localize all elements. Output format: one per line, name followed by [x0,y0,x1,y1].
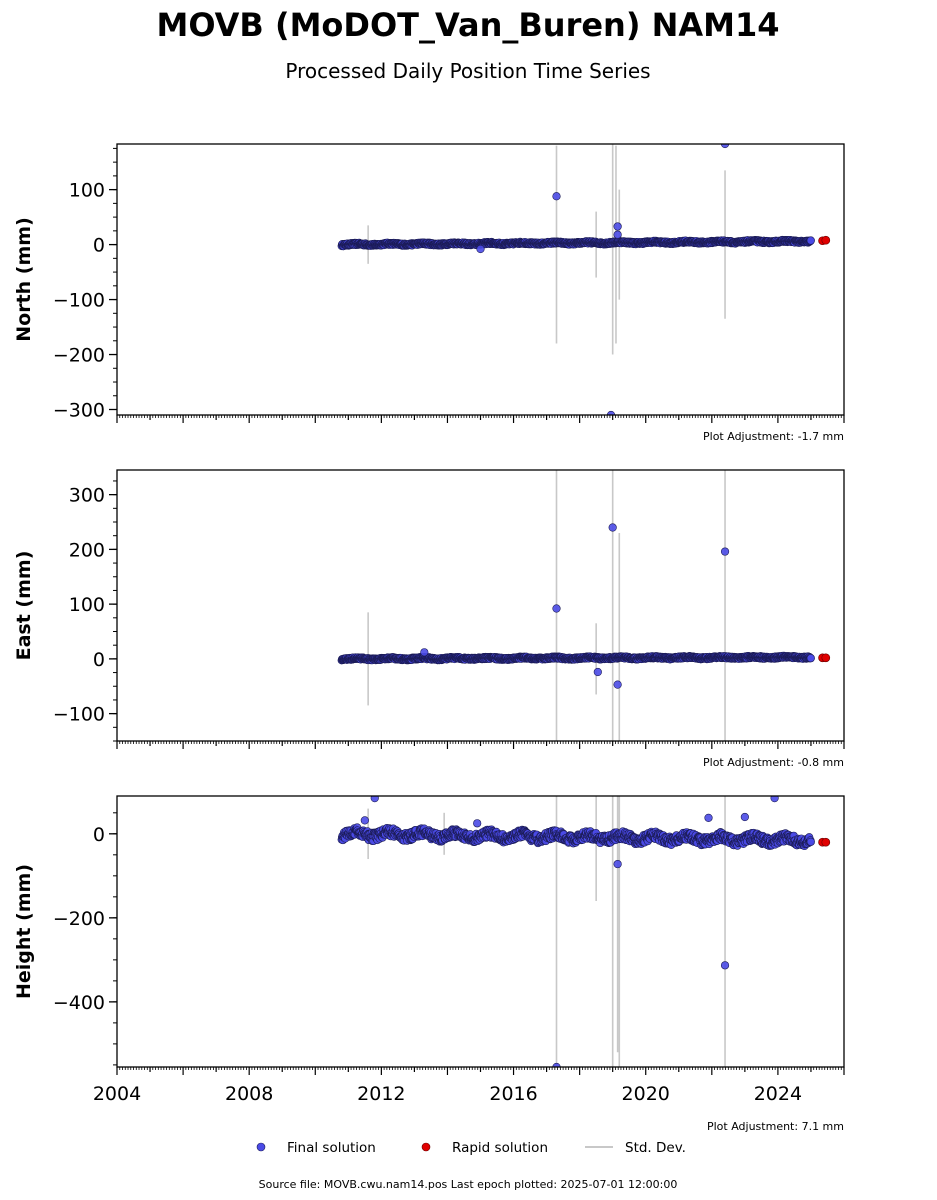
final-solution-outlier [476,244,485,254]
x-tick-label: 2016 [489,1083,537,1105]
y-tick-label: −100 [53,290,105,312]
x-tick-label: 2012 [357,1083,405,1105]
legend-final-marker [256,1142,266,1152]
plot-frame [116,469,845,742]
final-solution-outlier [613,230,622,239]
rapid-solution-point [821,837,831,847]
y-tick-label: −200 [53,345,105,367]
rapid-solution-point [821,235,831,245]
final-solution-outlier [704,813,713,822]
rapid-solution-point [821,653,831,663]
plot-area [337,796,831,1067]
y-tick-label: 300 [69,485,105,507]
figure-subtitle: Processed Daily Position Time Series [285,59,650,83]
final-solution-outlier [720,144,730,149]
y-tick-label: 100 [69,594,105,616]
plot-adjustment-note: Plot Adjustment: -1.7 mm [703,430,844,443]
x-tick-label: 2008 [225,1083,273,1105]
panel-1: −100 0 100 200 300 East (mm) Plot Adjustment: … [13,469,845,769]
final-solution-outlier [608,523,617,532]
final-solution-point [806,654,815,663]
y-tick-label: 0 [93,824,105,846]
legend-rapid-label: Rapid solution [452,1140,548,1156]
final-solution-outlier [613,222,622,231]
y-tick-label: 0 [93,235,105,257]
x-tick-label: 2004 [93,1083,141,1105]
y-tick-label: 0 [93,649,105,671]
x-tick-label: 2020 [622,1083,670,1105]
legend-final-label: Final solution [287,1140,376,1156]
final-solution-outlier [613,680,622,689]
y-axis-label: East (mm) [13,551,35,661]
final-solution-outlier [720,547,730,556]
y-axis-label: Height (mm) [13,864,35,999]
legend: Final solution Rapid solution Std. Dev. [256,1140,686,1156]
final-solution-outlier [613,859,622,869]
x-tick-label: 2024 [754,1083,802,1105]
figure-title: MOVB (MoDOT_Van_Buren) NAM14 [156,6,779,44]
final-solution-outlier [370,796,379,803]
y-tick-label: 100 [69,180,105,202]
final-solution-outlier [552,192,561,201]
panel-2: −400 −200 0 2004 2008 2012 2016 2020 2024 Height … [13,795,845,1133]
final-solution-outlier [420,648,429,657]
plot-adjustment-note: Plot Adjustment: -0.8 mm [703,756,844,769]
final-solution-outlier [473,819,482,828]
plot-area [337,144,831,415]
final-solution-outlier [770,796,779,803]
legend-std-label: Std. Dev. [625,1140,686,1156]
final-solution-point [806,236,815,245]
y-tick-label: −100 [53,704,105,726]
final-solution-outlier [606,410,616,415]
plot-area [337,470,831,741]
final-solution-outlier [720,961,730,970]
final-solution-point [806,837,815,846]
y-tick-label: 200 [69,539,105,561]
final-solution-outlier [360,816,369,825]
source-note: Source file: MOVB.cwu.nam14.pos Last epo… [259,1178,678,1191]
y-tick-label: −400 [53,992,105,1014]
plot-frame [116,143,845,416]
final-solution-outlier [740,812,749,822]
y-axis-label: North (mm) [13,217,35,342]
panels: −300 −200 −100 0 100 North (mm) Plot Adjustmen… [13,143,845,1133]
y-tick-label: −200 [53,908,105,930]
plot-adjustment-note: Plot Adjustment: 7.1 mm [707,1120,844,1133]
final-solution-outlier [593,667,602,677]
panel-0: −300 −200 −100 0 100 North (mm) Plot Adjustmen… [13,143,845,443]
final-solution-outlier [552,604,561,613]
legend-rapid-marker [421,1142,431,1152]
y-tick-label: −300 [53,400,105,422]
